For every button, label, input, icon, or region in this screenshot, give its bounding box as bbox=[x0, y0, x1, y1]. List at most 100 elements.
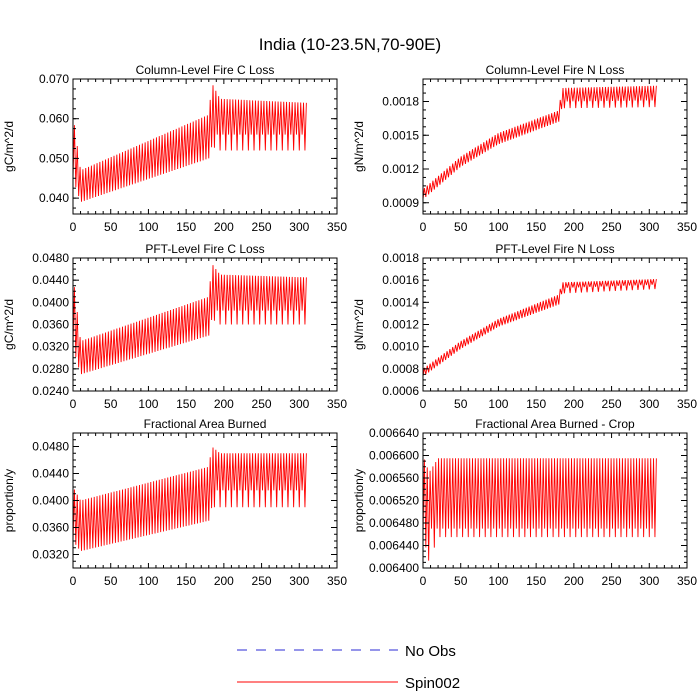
x-tick-label: 250 bbox=[252, 220, 272, 234]
legend: No Obs Spin002 bbox=[237, 643, 460, 692]
x-tick-label: 0 bbox=[420, 574, 427, 588]
y-tick-label: 0.0008 bbox=[382, 362, 419, 376]
plot-frame bbox=[422, 257, 688, 392]
y-tick-label: 0.0018 bbox=[382, 251, 419, 265]
y-tick-label: 0.0320 bbox=[32, 548, 69, 562]
y-tick-label: 0.0014 bbox=[382, 295, 419, 309]
x-tick-label: 200 bbox=[564, 574, 584, 588]
x-tick-label: 300 bbox=[289, 574, 309, 588]
legend-no-obs-label: No Obs bbox=[405, 643, 456, 660]
y-tick-label: 0.0012 bbox=[382, 318, 419, 332]
x-tick-label: 350 bbox=[327, 574, 347, 588]
series-line-spin002 bbox=[73, 85, 307, 202]
x-tick-label: 100 bbox=[138, 574, 158, 588]
x-tick-label: 100 bbox=[138, 220, 158, 234]
x-tick-label: 350 bbox=[327, 220, 347, 234]
figure-title: India (10-23.5N,70-90E) bbox=[259, 35, 441, 54]
y-tick-label: 0.0400 bbox=[32, 494, 69, 508]
x-tick-label: 250 bbox=[602, 220, 622, 234]
y-tick-label: 0.0400 bbox=[32, 295, 69, 309]
x-tick-label: 150 bbox=[176, 574, 196, 588]
panel-title: Column-Level Fire N Loss bbox=[486, 63, 625, 77]
x-tick-label: 100 bbox=[488, 397, 508, 411]
x-tick-label: 0 bbox=[420, 220, 427, 234]
x-tick-label: 250 bbox=[252, 397, 272, 411]
y-tick-label: 0.060 bbox=[39, 112, 69, 126]
x-tick-label: 150 bbox=[176, 397, 196, 411]
chart-panel: 0 50 100 150 200 250 300 350 0.0240 0.0280 0.0320 0… bbox=[2, 242, 347, 411]
x-tick-label: 0 bbox=[70, 220, 77, 234]
chart-panel: 0 50 100 150 200 250 300 350 0.006400 0.006440 0.0… bbox=[352, 417, 697, 588]
y-tick-label: 0.0006 bbox=[382, 384, 419, 398]
x-tick-label: 350 bbox=[327, 397, 347, 411]
x-tick-label: 300 bbox=[639, 397, 659, 411]
chart-panel: 0 50 100 150 200 250 300 350 0.0320 0.0360 0.0400 0… bbox=[2, 417, 347, 588]
x-tick-label: 100 bbox=[488, 574, 508, 588]
x-tick-label: 200 bbox=[564, 220, 584, 234]
x-tick-label: 50 bbox=[104, 220, 118, 234]
y-tick-label: 0.0012 bbox=[382, 162, 419, 176]
x-tick-label: 150 bbox=[526, 574, 546, 588]
chart-panel: 0 50 100 150 200 250 300 350 0.0006 0.0008 0.0010 0… bbox=[352, 242, 697, 411]
y-axis-label: gN/m^2/d bbox=[352, 121, 366, 172]
x-tick-label: 50 bbox=[104, 397, 118, 411]
y-axis-label: proportion/y bbox=[352, 469, 366, 532]
x-tick-label: 250 bbox=[252, 574, 272, 588]
y-tick-label: 0.0480 bbox=[32, 251, 69, 265]
y-axis-label: proportion/y bbox=[2, 469, 16, 532]
y-tick-label: 0.0440 bbox=[32, 467, 69, 481]
y-tick-label: 0.006640 bbox=[369, 426, 419, 440]
y-tick-label: 0.050 bbox=[39, 151, 69, 165]
series-line-spin002 bbox=[423, 85, 657, 200]
plot-frame bbox=[422, 78, 688, 215]
panel-title: PFT-Level Fire N Loss bbox=[495, 242, 614, 256]
y-axis-label: gC/m^2/d bbox=[2, 121, 16, 172]
series-line-spin002 bbox=[423, 279, 657, 377]
x-tick-label: 200 bbox=[214, 220, 234, 234]
x-tick-label: 50 bbox=[454, 397, 468, 411]
x-tick-label: 250 bbox=[602, 397, 622, 411]
x-tick-label: 200 bbox=[214, 574, 234, 588]
y-tick-label: 0.0015 bbox=[382, 128, 419, 142]
x-tick-label: 100 bbox=[138, 397, 158, 411]
y-tick-label: 0.0280 bbox=[32, 362, 69, 376]
y-tick-label: 0.006520 bbox=[369, 494, 419, 508]
y-tick-label: 0.0480 bbox=[32, 440, 69, 454]
y-tick-label: 0.0010 bbox=[382, 340, 419, 354]
x-tick-label: 350 bbox=[677, 574, 697, 588]
x-tick-label: 300 bbox=[639, 220, 659, 234]
chart-panel: 0 50 100 150 200 250 300 350 0.0009 0.0012 0.0015 0… bbox=[352, 63, 697, 234]
plot-frame bbox=[72, 78, 338, 215]
x-tick-label: 300 bbox=[289, 220, 309, 234]
x-tick-label: 150 bbox=[526, 397, 546, 411]
y-tick-label: 0.006480 bbox=[369, 516, 419, 530]
x-tick-label: 200 bbox=[214, 397, 234, 411]
chart-panel: 0 50 100 150 200 250 300 350 0.040 0.050 0.060 0.07… bbox=[2, 63, 347, 234]
y-tick-label: 0.070 bbox=[39, 72, 69, 86]
x-tick-label: 0 bbox=[70, 397, 77, 411]
panel-title: Fractional Area Burned bbox=[144, 417, 267, 431]
x-tick-label: 50 bbox=[454, 220, 468, 234]
x-tick-label: 350 bbox=[677, 397, 697, 411]
y-tick-label: 0.006600 bbox=[369, 449, 419, 463]
x-tick-label: 0 bbox=[70, 574, 77, 588]
x-tick-label: 250 bbox=[602, 574, 622, 588]
x-tick-label: 100 bbox=[488, 220, 508, 234]
y-tick-label: 0.0009 bbox=[382, 196, 419, 210]
x-tick-label: 300 bbox=[639, 574, 659, 588]
panel-title: Fractional Area Burned - Crop bbox=[475, 417, 635, 431]
x-tick-label: 150 bbox=[526, 220, 546, 234]
x-tick-label: 300 bbox=[289, 397, 309, 411]
x-tick-label: 50 bbox=[454, 574, 468, 588]
panel-title: PFT-Level Fire C Loss bbox=[145, 242, 264, 256]
y-tick-label: 0.0440 bbox=[32, 273, 69, 287]
panel-title: Column-Level Fire C Loss bbox=[136, 63, 275, 77]
y-tick-label: 0.0240 bbox=[32, 384, 69, 398]
y-tick-label: 0.0360 bbox=[32, 521, 69, 535]
x-tick-label: 350 bbox=[677, 220, 697, 234]
y-tick-label: 0.0016 bbox=[382, 273, 419, 287]
y-tick-label: 0.0360 bbox=[32, 318, 69, 332]
y-tick-label: 0.006560 bbox=[369, 471, 419, 485]
y-tick-label: 0.0320 bbox=[32, 340, 69, 354]
